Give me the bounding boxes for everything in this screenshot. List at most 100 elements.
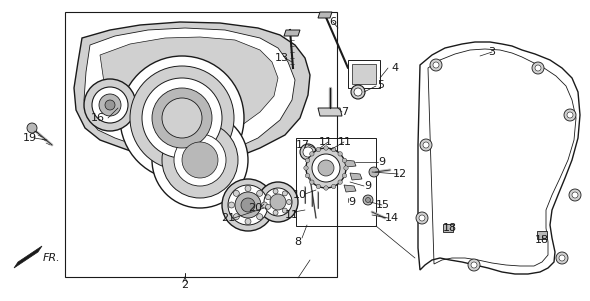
Polygon shape [344,185,356,192]
Circle shape [287,200,291,204]
Circle shape [27,123,37,133]
Circle shape [305,173,310,178]
Bar [296,138,376,226]
Circle shape [304,166,308,170]
Text: 15: 15 [376,200,390,210]
Text: 14: 14 [385,213,399,223]
Circle shape [283,208,287,213]
Circle shape [162,98,202,138]
Circle shape [233,214,240,220]
Circle shape [342,173,347,178]
Circle shape [261,202,267,208]
Circle shape [419,215,425,221]
Circle shape [316,184,320,189]
Polygon shape [100,37,278,144]
Circle shape [99,94,121,116]
Text: 10: 10 [293,190,307,200]
Circle shape [283,191,287,196]
Text: 20: 20 [248,203,262,213]
Circle shape [257,190,263,196]
Circle shape [228,185,268,225]
Circle shape [152,88,212,148]
Circle shape [257,214,263,220]
Polygon shape [74,22,310,163]
Text: 6: 6 [329,17,336,27]
Polygon shape [284,30,300,36]
Circle shape [245,185,251,191]
Circle shape [556,252,568,264]
Circle shape [174,134,226,186]
Circle shape [273,210,278,215]
Bar [348,60,380,88]
Circle shape [430,59,442,71]
Circle shape [222,179,274,231]
Circle shape [233,190,240,196]
Circle shape [369,167,379,177]
Circle shape [270,194,286,210]
Circle shape [130,66,234,170]
Circle shape [120,56,244,180]
Text: 4: 4 [391,63,399,73]
Circle shape [266,195,271,200]
Text: 18: 18 [535,235,549,245]
Circle shape [235,192,261,218]
Polygon shape [344,160,356,167]
Circle shape [423,142,429,148]
Circle shape [105,100,115,110]
Circle shape [559,255,565,261]
Polygon shape [14,246,42,268]
Circle shape [324,186,328,190]
Text: 9: 9 [349,197,356,207]
Circle shape [84,79,136,131]
Circle shape [351,85,365,99]
Polygon shape [318,12,332,18]
Circle shape [312,154,340,182]
Text: 12: 12 [393,169,407,179]
Circle shape [354,88,362,96]
Bar [352,64,376,84]
Circle shape [344,166,348,170]
Circle shape [316,147,320,152]
Circle shape [332,147,336,152]
Circle shape [572,192,578,198]
Text: 11: 11 [285,210,299,220]
Circle shape [305,158,310,163]
Polygon shape [418,42,580,274]
Circle shape [365,197,371,203]
Text: 11: 11 [338,137,352,147]
Circle shape [182,142,218,178]
Circle shape [416,212,428,224]
Text: 5: 5 [378,80,385,90]
Text: 2: 2 [182,280,189,290]
Circle shape [162,122,238,198]
Circle shape [338,180,342,184]
Circle shape [569,189,581,201]
Circle shape [324,146,328,150]
Circle shape [310,180,314,184]
Text: 8: 8 [294,237,301,247]
Circle shape [420,139,432,151]
Text: 11: 11 [319,137,333,147]
Text: 9: 9 [365,181,372,191]
Text: 16: 16 [91,113,105,123]
Text: 21: 21 [221,213,235,223]
Circle shape [310,152,314,156]
Polygon shape [318,108,342,116]
Circle shape [266,204,271,209]
Circle shape [228,202,234,208]
Circle shape [471,262,477,268]
Text: FR.: FR. [43,253,61,263]
Bar [537,231,547,239]
Circle shape [567,112,573,118]
Circle shape [433,62,439,68]
Circle shape [342,158,347,163]
Text: 7: 7 [342,107,349,117]
Circle shape [245,219,251,225]
Circle shape [303,147,313,157]
Circle shape [300,144,316,160]
Text: 17: 17 [296,140,310,150]
Text: 3: 3 [489,47,496,57]
Circle shape [468,259,480,271]
Circle shape [338,152,342,156]
Polygon shape [84,28,295,162]
